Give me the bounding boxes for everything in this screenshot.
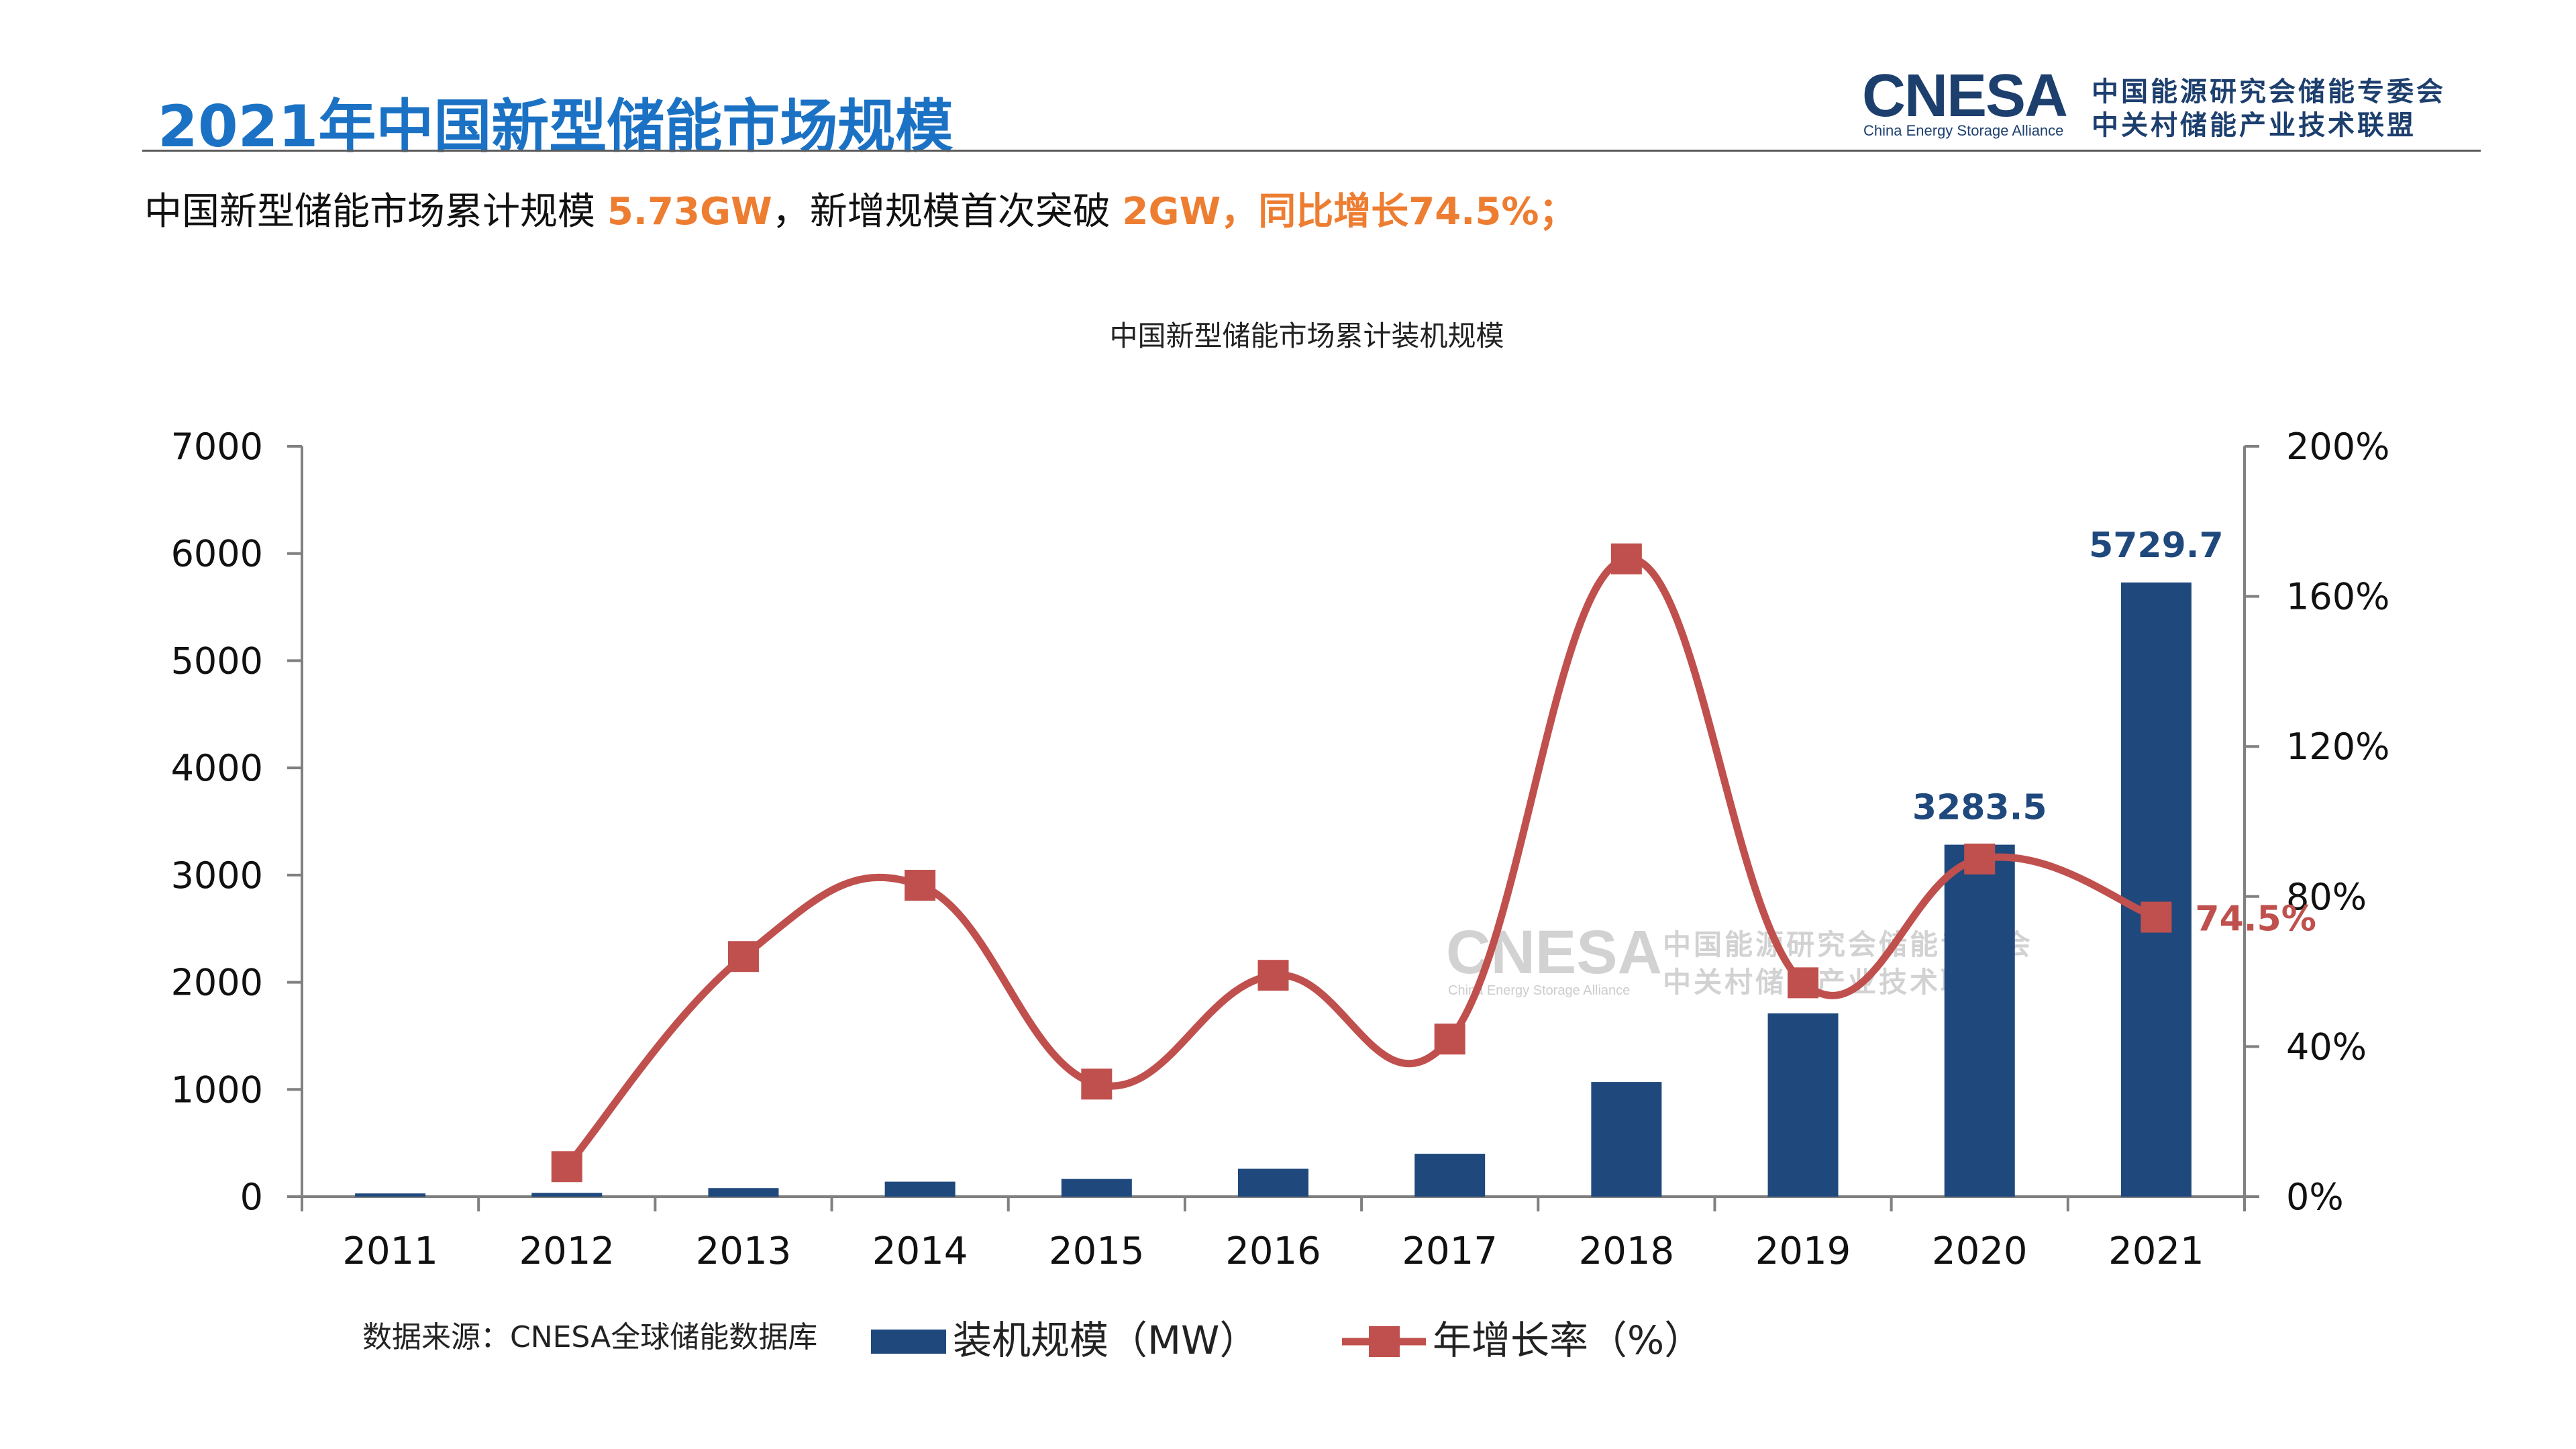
legend-bar-label: 装机规模（MW）	[953, 1317, 1258, 1363]
x-tick-label: 2015	[1049, 1230, 1145, 1273]
bar-2016	[1238, 1168, 1308, 1197]
y-left-tick-label: 4000	[171, 747, 263, 789]
growth-rate-point-2012	[551, 1151, 582, 1183]
growth-rate-point-2016	[1257, 960, 1289, 991]
summary-text-2: ，新增规模首次突破	[772, 190, 1123, 234]
chart-title: 中国新型储能市场累计装机规模	[1109, 319, 1504, 352]
x-tick-label: 2016	[1225, 1230, 1321, 1273]
logo-cn-line1: 中国能源研究会储能专委会	[2092, 77, 2446, 107]
bar-2020	[1944, 844, 2015, 1197]
logo-cn-line2: 中关村储能产业技术联盟	[2092, 110, 2416, 141]
page-title: 2021年中国新型储能市场规模	[158, 93, 954, 160]
y-left-tick-label: 5000	[171, 640, 263, 682]
x-tick-label: 2011	[342, 1230, 438, 1273]
source-note: 数据来源：CNESA全球储能数据库	[362, 1320, 817, 1354]
y-right-tick-label: 0%	[2286, 1176, 2344, 1218]
logo-english-name: China Energy Storage Alliance	[1863, 122, 2064, 139]
y-right-tick-label: 160%	[2286, 576, 2389, 618]
bar-2011	[355, 1193, 426, 1197]
y-right-tick-label: 80%	[2286, 876, 2367, 918]
y-left-tick-label: 3000	[171, 854, 263, 897]
growth-rate-point-2014	[905, 870, 936, 901]
growth-rate-point-2015	[1081, 1068, 1113, 1100]
growth-rate-point-2013	[727, 941, 759, 972]
cnesa-logo: CNESA China Energy Storage Alliance 中国能源…	[1862, 62, 2479, 141]
growth-rate-point-2018	[1610, 543, 1642, 574]
data-label-line-2021: 74.5%	[2195, 899, 2316, 940]
y-right-tick-label: 200%	[2286, 426, 2389, 468]
x-tick-label: 2013	[696, 1230, 792, 1273]
growth-rate-point-2020	[1964, 843, 1996, 875]
y-right-tick-label: 40%	[2286, 1026, 2367, 1068]
summary-text-1: 中国新型储能市场累计规模	[144, 190, 607, 234]
bar-2017	[1414, 1154, 1486, 1197]
x-tick-label: 2020	[1932, 1230, 2028, 1273]
x-tick-label: 2021	[2108, 1230, 2204, 1273]
bar-2015	[1061, 1179, 1132, 1197]
legend-line-label: 年增长率（%）	[1433, 1317, 1703, 1363]
bar-2018	[1591, 1082, 1662, 1197]
x-tick-label: 2019	[1755, 1230, 1851, 1273]
summary-value-1: 5.73GW	[607, 190, 772, 234]
y-left-tick-label: 2000	[171, 962, 263, 1004]
header-divider	[142, 150, 2481, 152]
legend-line-marker	[1369, 1326, 1400, 1357]
y-left-tick-label: 6000	[171, 533, 263, 575]
x-tick-label: 2018	[1579, 1230, 1675, 1273]
summary-line: 中国新型储能市场累计规模 5.73GW，新增规模首次突破 2GW，同比增长74.…	[144, 181, 1577, 236]
logo-mark: CNESA	[1862, 62, 2068, 130]
watermark-english: China Energy Storage Alliance	[1448, 983, 1630, 998]
bar-2014	[884, 1181, 956, 1197]
summary-value-2: 2GW，同比增长74.5%；	[1122, 190, 1577, 234]
bar-2013	[708, 1188, 779, 1197]
bar-2012	[531, 1193, 603, 1197]
data-label-bar-2021: 5729.7	[2089, 526, 2224, 566]
bar-2019	[1767, 1013, 1839, 1197]
x-tick-label: 2017	[1402, 1230, 1498, 1273]
y-left-tick-label: 7000	[171, 426, 263, 468]
y-right-tick-label: 120%	[2286, 726, 2389, 768]
growth-rate-line	[564, 555, 2158, 1169]
bar-2021	[2120, 582, 2192, 1197]
y-left-tick-label: 0	[240, 1176, 263, 1218]
x-tick-label: 2014	[872, 1230, 968, 1273]
data-label-bar-2020: 3283.5	[1912, 788, 2047, 828]
growth-rate-point-2021	[2141, 901, 2172, 933]
y-left-tick-label: 1000	[171, 1068, 263, 1111]
growth-rate-point-2019	[1788, 967, 1819, 999]
growth-rate-point-2017	[1434, 1023, 1465, 1055]
x-tick-label: 2012	[519, 1230, 615, 1273]
legend-bar-swatch	[871, 1330, 946, 1354]
